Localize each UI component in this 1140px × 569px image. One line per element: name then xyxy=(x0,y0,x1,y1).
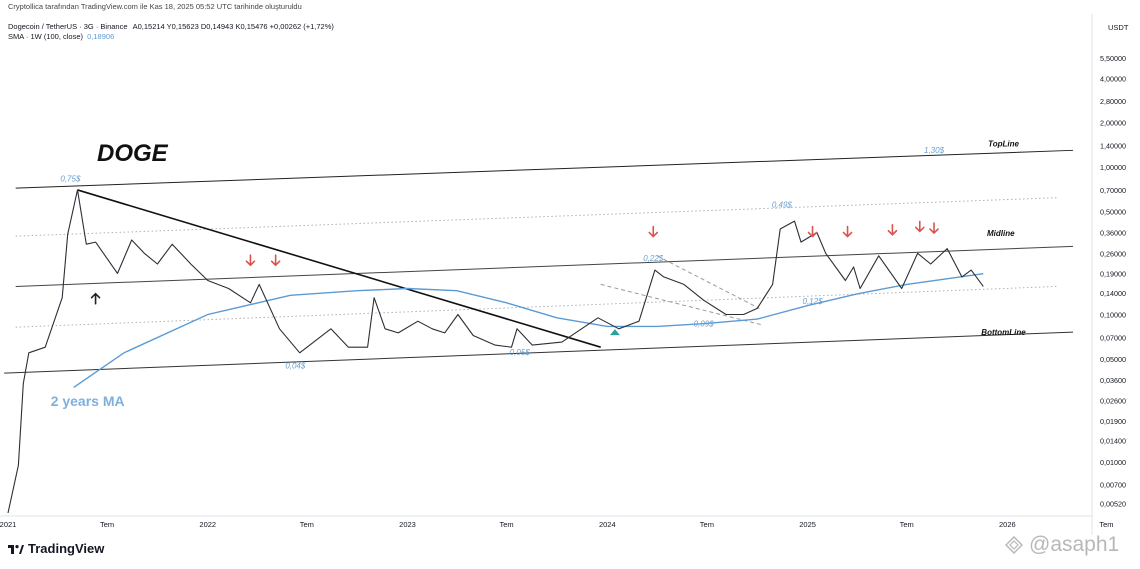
sma-line[interactable] xyxy=(73,273,984,388)
indicator-legend[interactable]: SMA · 1W (100, close) 0,18906 xyxy=(8,32,114,41)
y-tick-label: 1,00000 xyxy=(1100,163,1126,172)
y-tick-label: 0,10000 xyxy=(1100,310,1126,319)
x-tick-label: 2022 xyxy=(199,520,216,529)
down-arrow-icon xyxy=(887,223,898,236)
trendline-flag-upper[interactable] xyxy=(656,255,760,309)
price-line[interactable] xyxy=(7,189,984,514)
x-tick-label: Tem xyxy=(100,520,114,529)
price-axis-unit: USDT xyxy=(1108,23,1129,32)
trendline-upper-dotted[interactable] xyxy=(15,197,1057,237)
watermark-text: @asaph1 xyxy=(1029,533,1120,556)
y-tick-label: 0,70000 xyxy=(1100,186,1126,195)
x-tick-label: 2024 xyxy=(599,520,616,529)
x-tick-label: Tem xyxy=(700,520,714,529)
price-level-label: 0,49$ xyxy=(772,201,793,210)
tradingview-logo-icon xyxy=(8,545,24,555)
price-level-label: 0,22$ xyxy=(643,254,664,263)
x-tick-label: Tem xyxy=(300,520,314,529)
trendline-bottomline[interactable] xyxy=(4,331,1074,374)
x-tick-label: 2021 xyxy=(0,520,16,529)
up-arrow-icon xyxy=(90,292,101,305)
y-tick-label: 0,19000 xyxy=(1100,269,1126,278)
tradingview-logo-text: TradingView xyxy=(28,541,105,556)
chart-attribution: Cryptollica tarafından TradingView.com i… xyxy=(8,2,302,11)
y-tick-label: 0,14000 xyxy=(1100,289,1126,298)
x-tick-label: Tem xyxy=(499,520,513,529)
y-tick-label: 2,80000 xyxy=(1100,97,1126,106)
price-level-label: 0,09$ xyxy=(694,319,715,328)
down-arrow-icon xyxy=(807,225,818,238)
ma-label: 2 years MA xyxy=(51,393,125,409)
watermark-logo-icon xyxy=(1005,536,1023,555)
y-tick-label: 0,05000 xyxy=(1100,355,1126,364)
y-tick-label: 0,03600 xyxy=(1100,376,1126,385)
price-level-label: 0,75$ xyxy=(60,174,81,183)
price-level-label: 1,30$ xyxy=(924,146,945,155)
trendline-downtrend[interactable] xyxy=(77,189,601,348)
x-tick-label: 2025 xyxy=(799,520,816,529)
price-level-label: 0,05$ xyxy=(510,348,531,357)
down-arrow-icon xyxy=(929,222,939,235)
channel-line-label: TopLine xyxy=(988,139,1019,148)
price-level-label: 0,04$ xyxy=(285,362,306,371)
down-arrow-icon xyxy=(245,254,256,267)
trendline-flag-lower[interactable] xyxy=(600,283,763,326)
y-tick-label: 0,00520 xyxy=(1100,500,1126,509)
tradingview-logo[interactable]: TradingView xyxy=(8,541,104,556)
indicator-value: 0,18906 xyxy=(87,32,115,41)
x-tick-label: 2023 xyxy=(399,520,416,529)
down-arrow-icon xyxy=(270,254,281,267)
chart-title: DOGE xyxy=(97,140,169,167)
author-watermark: @asaph1 xyxy=(1005,533,1119,557)
x-tick-label: Tem xyxy=(900,520,914,529)
y-tick-label: 1,40000 xyxy=(1100,142,1126,151)
ohlc-values: A0,15214 Y0,15623 D0,14943 K0,15476 +0,0… xyxy=(132,22,334,31)
y-tick-label: 0,26000 xyxy=(1100,249,1126,258)
y-tick-label: 0,01900 xyxy=(1100,417,1126,426)
down-arrow-icon xyxy=(842,225,853,238)
y-tick-label: 0,01000 xyxy=(1100,458,1126,467)
y-tick-label: 0,07000 xyxy=(1100,333,1126,342)
down-arrow-icon xyxy=(648,225,659,238)
indicator-name: SMA · 1W (100, close) xyxy=(8,32,84,41)
channel-line-label: Midline xyxy=(987,229,1015,238)
price-level-label: 0,12$ xyxy=(803,297,824,306)
trendline-midline[interactable] xyxy=(15,245,1074,287)
y-tick-label: 0,00700 xyxy=(1100,481,1126,490)
y-tick-label: 4,00000 xyxy=(1100,74,1126,83)
trendline-topline[interactable] xyxy=(15,149,1074,189)
y-tick-label: 0,50000 xyxy=(1100,207,1126,216)
x-tick-label: 2026 xyxy=(999,520,1016,529)
symbol-name[interactable]: Dogecoin / TetherUS · 3G · Binance xyxy=(8,22,128,31)
y-tick-label: 2,00000 xyxy=(1100,119,1126,128)
y-tick-label: 0,01400 xyxy=(1100,436,1126,445)
y-tick-label: 0,02600 xyxy=(1100,397,1126,406)
symbol-legend: Dogecoin / TetherUS · 3G · Binance A0,15… xyxy=(8,22,334,31)
down-arrow-icon xyxy=(914,220,925,233)
y-tick-label: 0,36000 xyxy=(1100,229,1126,238)
x-tick-label: Tem xyxy=(1099,520,1113,529)
buy-signal-triangle-icon xyxy=(609,329,620,336)
trendline-lower-dotted[interactable] xyxy=(15,285,1057,328)
channel-line-label: BottomLine xyxy=(981,328,1026,337)
y-tick-label: 5,50000 xyxy=(1100,54,1126,63)
